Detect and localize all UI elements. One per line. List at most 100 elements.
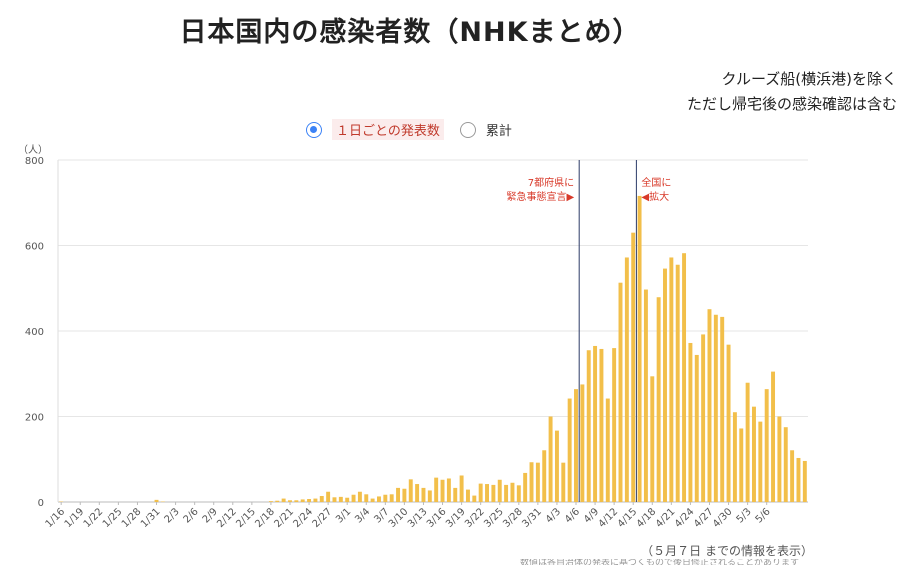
- bar: [364, 494, 368, 502]
- bar: [517, 485, 521, 502]
- bar: [796, 458, 800, 502]
- bar: [510, 483, 514, 502]
- bar: [771, 372, 775, 502]
- x-tick-label: 2/3: [163, 506, 182, 525]
- y-tick-label: 600: [25, 242, 44, 253]
- bar: [352, 495, 356, 502]
- x-tick-label: 2/24: [292, 506, 316, 530]
- x-tick-label: 4/21: [654, 506, 678, 530]
- bar: [434, 478, 438, 502]
- bar: [631, 233, 635, 502]
- bar: [580, 384, 584, 502]
- bar: [739, 428, 743, 502]
- bar: [777, 417, 781, 503]
- event-annotation: 7都府県に: [528, 176, 574, 189]
- x-tick-label: 1/28: [120, 506, 144, 530]
- bar: [644, 290, 648, 502]
- x-tick-label: 2/12: [215, 506, 239, 530]
- event-annotation: 全国に: [641, 176, 671, 189]
- bar: [294, 500, 298, 502]
- bar: [396, 488, 400, 502]
- bar: [587, 350, 591, 502]
- bar: [561, 463, 565, 502]
- bar: [765, 389, 769, 502]
- x-tick-label: 3/4: [353, 506, 372, 525]
- bar: [669, 257, 673, 502]
- x-tick-label: 4/24: [673, 506, 697, 530]
- bar: [409, 479, 413, 502]
- bar: [447, 478, 451, 502]
- bar: [282, 499, 286, 502]
- bar: [638, 196, 642, 502]
- bar: [733, 412, 737, 502]
- x-tick-label: 4/18: [635, 506, 659, 530]
- x-tick-label: 1/22: [82, 506, 106, 530]
- bar: [466, 490, 470, 502]
- x-tick-label: 3/28: [501, 506, 525, 530]
- bar: [390, 494, 394, 502]
- x-tick-label: 2/27: [311, 506, 335, 530]
- bar: [746, 383, 750, 502]
- bar: [803, 461, 807, 502]
- bar: [472, 496, 476, 502]
- bar: [568, 399, 572, 502]
- bar: [415, 484, 419, 502]
- bar: [453, 488, 457, 502]
- x-tick-label: 4/30: [711, 506, 735, 530]
- bar: [606, 399, 610, 502]
- bar: [720, 317, 724, 502]
- bar: [460, 475, 464, 502]
- bar: [574, 389, 578, 502]
- bar: [619, 283, 623, 502]
- bar: [485, 484, 489, 502]
- bar: [650, 376, 654, 502]
- bar: [695, 355, 699, 502]
- bar: [593, 346, 597, 502]
- x-tick-label: 2/15: [234, 506, 258, 530]
- bar: [504, 485, 508, 502]
- x-tick-label: 3/10: [387, 506, 411, 530]
- bar: [288, 500, 292, 502]
- x-tick-label: 1/31: [139, 506, 163, 530]
- bar: [320, 496, 324, 502]
- y-tick-label: 800: [25, 156, 44, 167]
- bar: [441, 480, 445, 502]
- bar: [498, 480, 502, 502]
- bar: [708, 309, 712, 502]
- bar: [155, 500, 159, 502]
- x-tick-label: 5/6: [754, 506, 773, 525]
- bar: [307, 499, 311, 502]
- bar: [313, 499, 317, 502]
- y-tick-label: 200: [25, 413, 44, 424]
- bar: [612, 348, 616, 502]
- y-tick-label: 400: [25, 327, 44, 338]
- x-tick-label: 4/6: [563, 506, 582, 525]
- bar: [421, 488, 425, 502]
- y-axis-label: （人）: [18, 144, 48, 156]
- x-tick-label: 4/15: [616, 506, 640, 530]
- x-tick-label: 2/6: [182, 506, 201, 525]
- bar: [663, 269, 667, 502]
- event-annotation: 緊急事態宣言▶: [506, 190, 574, 203]
- bar: [790, 450, 794, 502]
- bar: [542, 450, 546, 502]
- data-as-of-note: （５月７日 までの情報を表示）: [641, 542, 813, 559]
- x-tick-label: 3/1: [334, 506, 353, 525]
- x-tick-label: 5/3: [735, 506, 754, 525]
- bar: [371, 499, 375, 502]
- x-tick-label: 4/27: [692, 506, 716, 530]
- bar: [301, 499, 305, 502]
- y-tick-label: 0: [38, 498, 44, 509]
- bar: [479, 484, 483, 502]
- x-tick-label: 4/12: [597, 506, 621, 530]
- bar: [752, 407, 756, 502]
- bar: [491, 485, 495, 502]
- x-tick-label: 1/25: [101, 506, 125, 530]
- x-tick-label: 1/19: [63, 506, 87, 530]
- bar: [549, 417, 553, 503]
- x-tick-label: 2/21: [272, 506, 296, 530]
- bar: [688, 343, 692, 502]
- x-tick-label: 3/16: [425, 506, 449, 530]
- x-tick-label: 3/25: [482, 506, 506, 530]
